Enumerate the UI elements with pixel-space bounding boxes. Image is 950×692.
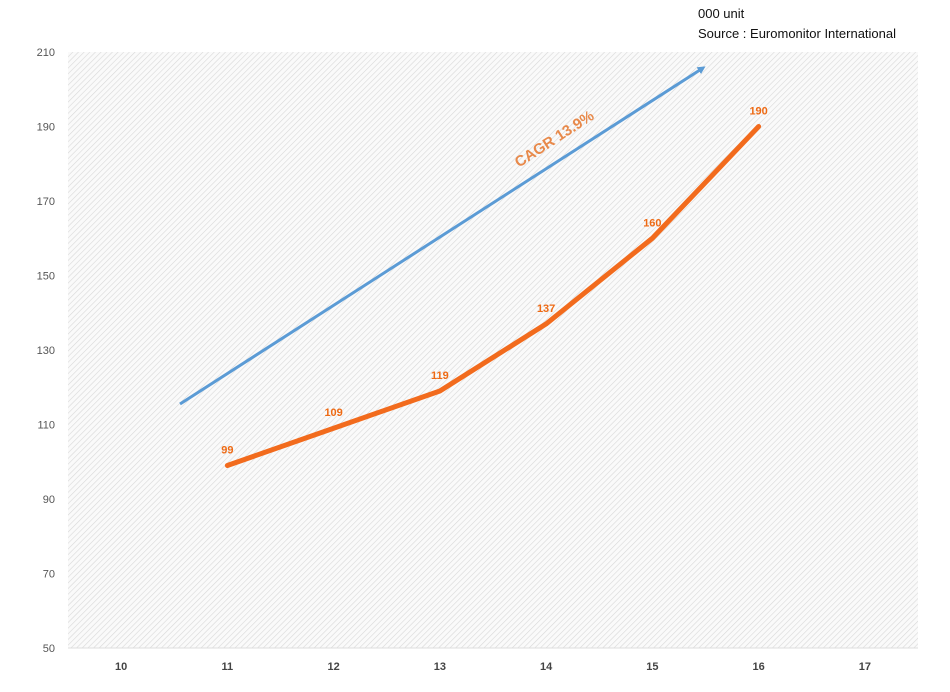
plot-area bbox=[68, 52, 918, 648]
data-label: 190 bbox=[749, 106, 767, 118]
data-label: 137 bbox=[537, 303, 555, 315]
y-tick-label: 150 bbox=[37, 271, 55, 283]
series-line bbox=[224, 124, 762, 468]
y-tick-label: 190 bbox=[37, 122, 55, 134]
y-tick-label: 130 bbox=[37, 345, 55, 357]
data-label: 109 bbox=[324, 407, 342, 419]
data-label: 160 bbox=[643, 217, 661, 229]
y-tick-label: 210 bbox=[37, 47, 55, 59]
y-tick-label: 50 bbox=[43, 643, 55, 655]
x-tick-label: 12 bbox=[328, 661, 340, 673]
x-tick-label: 15 bbox=[646, 661, 658, 673]
y-tick-label: 90 bbox=[43, 494, 55, 506]
x-tick-label: 11 bbox=[222, 661, 234, 673]
data-label: 99 bbox=[221, 444, 233, 456]
x-tick-label: 14 bbox=[540, 661, 553, 673]
data-label: 119 bbox=[431, 370, 449, 382]
y-tick-label: 70 bbox=[43, 569, 55, 581]
x-tick-label: 16 bbox=[753, 661, 765, 673]
y-tick-label: 110 bbox=[37, 420, 55, 432]
source-note: Source : Euromonitor International bbox=[698, 26, 896, 41]
y-tick-label: 170 bbox=[37, 196, 55, 208]
x-tick-label: 10 bbox=[115, 661, 127, 673]
cagr-arrow bbox=[179, 66, 706, 406]
unit-note: 000 unit bbox=[698, 6, 745, 21]
x-tick-label: 17 bbox=[859, 661, 871, 673]
x-tick-label: 13 bbox=[434, 661, 446, 673]
